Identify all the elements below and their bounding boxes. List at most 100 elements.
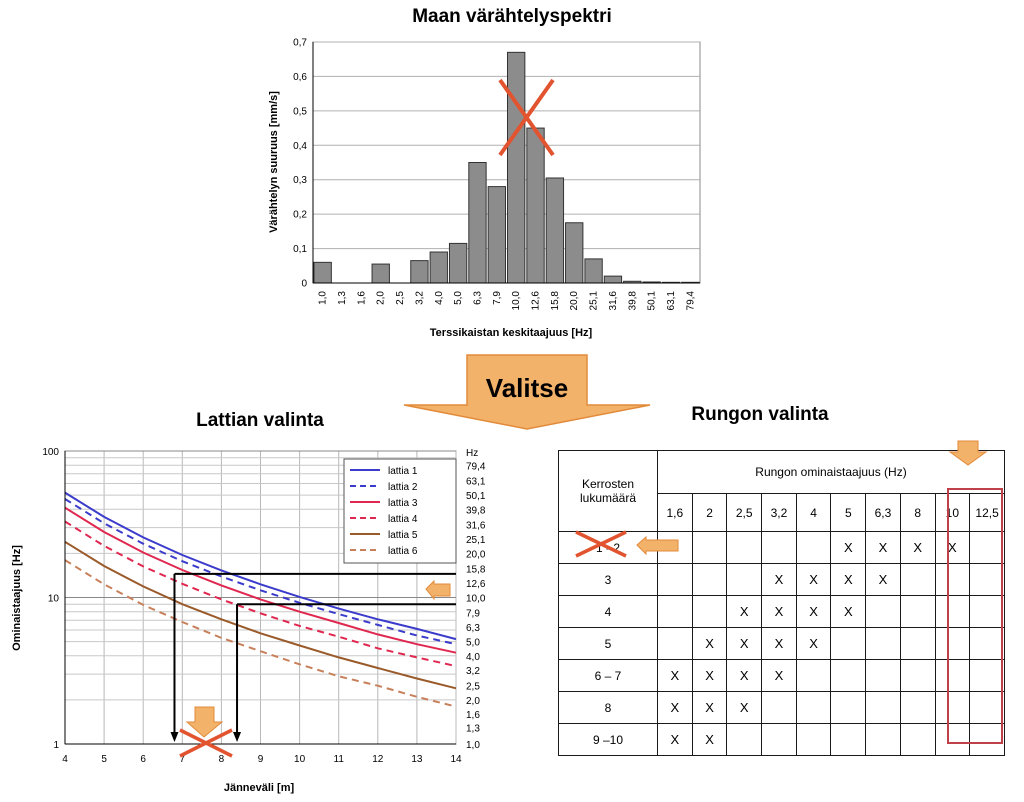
table-cell xyxy=(934,595,971,628)
frequency-header: 2,5 xyxy=(726,493,763,532)
table-cell xyxy=(899,659,936,692)
table-cell xyxy=(691,531,728,564)
floor-series-line xyxy=(64,491,457,641)
spectrum-x-tick: 63,1 xyxy=(666,291,677,311)
frequency-header: 8 xyxy=(899,493,936,532)
floor-legend-label: lattia 2 xyxy=(388,482,418,493)
floor-legend-label: lattia 5 xyxy=(388,530,418,541)
table-cell xyxy=(691,595,728,628)
spectrum-grid xyxy=(312,41,701,284)
floor-legend-label: lattia 4 xyxy=(388,514,418,525)
table-cell: X xyxy=(657,691,693,724)
spectrum-x-tick: 6,3 xyxy=(472,291,483,305)
table-cell xyxy=(795,659,832,692)
table-cell xyxy=(830,723,867,756)
floor-series-line xyxy=(64,498,457,646)
floor-y-axis-label: Ominaistaajuus [Hz] xyxy=(11,545,23,651)
spectrum-x-axis-label: Terssikaistan keskitaajuus [Hz] xyxy=(430,327,593,339)
floor-x-tick: 7 xyxy=(180,754,186,765)
floor-guide-arrowhead xyxy=(233,732,242,742)
floor-series-line xyxy=(64,559,457,708)
table-cell: X xyxy=(899,531,936,564)
floor-y-tick: 100 xyxy=(42,447,59,458)
spectrum-x-tick: 4,0 xyxy=(434,291,445,305)
spectrum-x-tick: 20,0 xyxy=(569,291,580,311)
spectrum-x-tick: 79,4 xyxy=(685,291,696,311)
table-cell: X xyxy=(726,659,763,692)
spectrum-x-tick: 5,0 xyxy=(453,291,464,305)
table-cell xyxy=(726,723,763,756)
table-cell xyxy=(657,563,693,596)
spectrum-plot-area xyxy=(312,41,701,284)
spectrum-x-tick: 7,9 xyxy=(492,291,503,305)
frequency-header: 12,5 xyxy=(969,493,1005,532)
spectrum-x-tick: 15,8 xyxy=(550,291,561,311)
spectrum-x-tick: 31,6 xyxy=(608,291,619,311)
floor-right-tick: 79,4 xyxy=(466,462,486,473)
floor-ticks: 4 5 6 7 8 9 10 11 12 13 14 1 10 100 xyxy=(42,447,462,765)
row-header: Kerrosten lukumäärä xyxy=(558,450,658,532)
table-row: 1 - 2XXXX xyxy=(558,531,1005,564)
floor-right-tick: 7,9 xyxy=(466,608,480,619)
down-arrow-icon xyxy=(185,706,224,738)
floor-legend-label: lattia 1 xyxy=(388,466,418,477)
floor-count-cell: 4 xyxy=(558,595,658,628)
floor-right-tick: 3,2 xyxy=(466,666,480,677)
table-cell xyxy=(726,531,763,564)
left-arrow-icon xyxy=(636,535,679,556)
floor-right-tick: 1,3 xyxy=(466,723,480,734)
table-cell xyxy=(969,659,1005,692)
floor-right-tick: 20,0 xyxy=(466,549,486,560)
table-cell xyxy=(865,659,901,692)
spectrum-x-tick: 1,0 xyxy=(318,291,329,305)
floor-x-tick: 10 xyxy=(294,754,306,765)
floor-right-tick: 2,5 xyxy=(466,682,480,693)
floor-count-cell: 3 xyxy=(558,563,658,596)
table-cell xyxy=(969,595,1005,628)
table-cell xyxy=(795,531,832,564)
floor-right-tick: 31,6 xyxy=(466,520,486,531)
floor-series xyxy=(64,491,457,708)
frequency-header: 3,2 xyxy=(761,493,797,532)
table-cell: X xyxy=(830,563,867,596)
spectrum-ticks: 0 0,1 0,2 0,3 0,4 0,5 0,6 0,7 1,0 1,3 1,6 2,0 2,5 3,2… xyxy=(293,38,696,311)
frequency-header: 1,6 xyxy=(657,493,693,532)
spectrum-y-axis-label: Värähtelyn suuruus [mm/s] xyxy=(268,91,280,233)
spectrum-y-tick: 0,4 xyxy=(293,141,307,152)
floor-right-tick: 12,6 xyxy=(466,579,486,590)
table-cross-mark xyxy=(575,530,627,558)
spectrum-x-tick: 12,6 xyxy=(531,291,542,311)
floor-right-axis-label: Hz xyxy=(466,448,478,459)
table-cell xyxy=(899,563,936,596)
floor-chart-title: Lattian valinta xyxy=(196,410,324,431)
spectrum-x-tick: 3,2 xyxy=(414,291,425,305)
floor-right-tick: 63,1 xyxy=(466,476,486,487)
table-cell xyxy=(865,691,901,724)
table-cell: X xyxy=(830,595,867,628)
floor-legend-label: lattia 6 xyxy=(388,546,418,557)
table-cell: X xyxy=(726,691,763,724)
floor-series-line xyxy=(64,540,457,690)
floor-y-tick: 10 xyxy=(48,594,60,605)
table-cell xyxy=(830,627,867,660)
spectrum-x-tick: 25,1 xyxy=(589,291,600,311)
floor-count-cell: 5 xyxy=(558,627,658,660)
spectrum-x-tick: 10,0 xyxy=(511,291,522,311)
frequency-header: 5 xyxy=(830,493,867,532)
table-cell xyxy=(865,595,901,628)
spectrum-y-tick: 0,1 xyxy=(293,244,307,255)
floor-right-tick: 10,0 xyxy=(466,594,486,605)
floor-x-tick: 14 xyxy=(450,754,462,765)
floor-x-tick: 12 xyxy=(372,754,384,765)
table-cell xyxy=(657,627,693,660)
frame-table-title: Rungon valinta xyxy=(691,404,829,425)
floor-guides xyxy=(170,572,456,742)
spectrum-y-tick: 0,3 xyxy=(293,175,307,186)
table-cell xyxy=(761,723,797,756)
floor-right-tick: 1,6 xyxy=(466,710,480,721)
